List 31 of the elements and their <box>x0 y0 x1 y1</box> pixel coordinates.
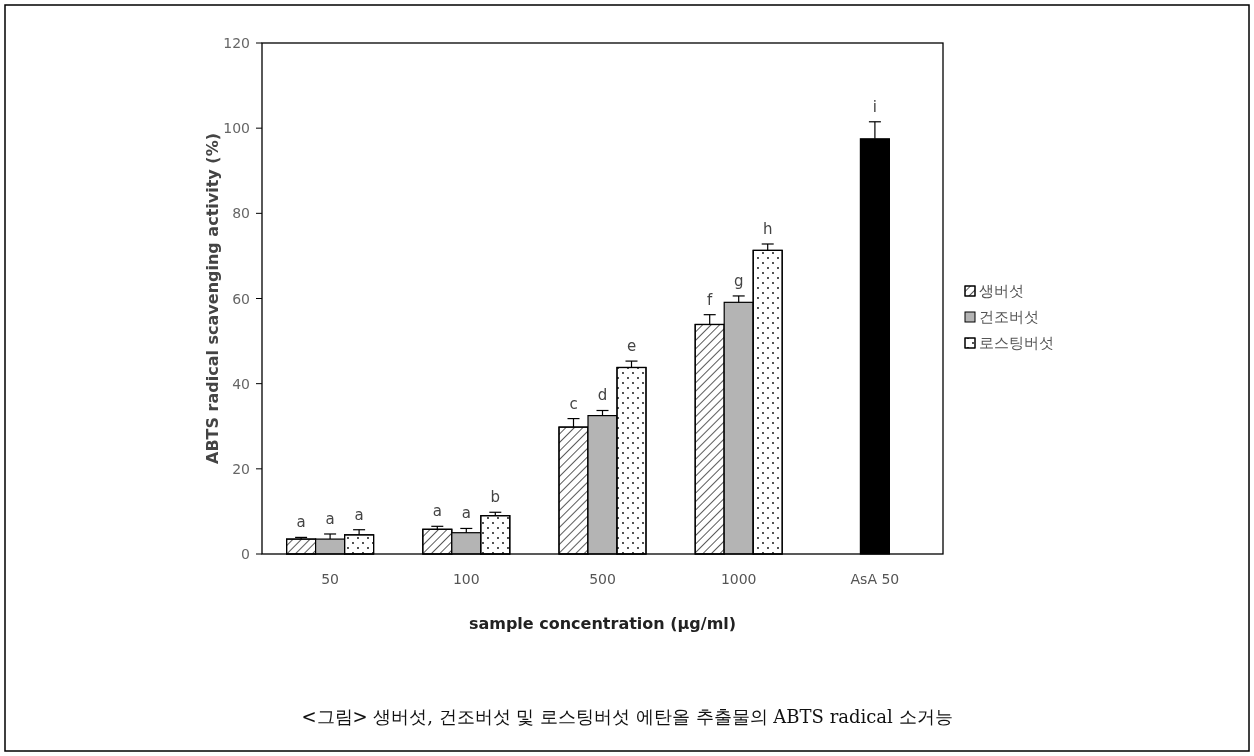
y-tick-label: 0 <box>241 546 250 562</box>
data-label: d <box>597 386 608 405</box>
data-label: a <box>354 505 364 524</box>
data-label: a <box>432 502 442 521</box>
data-label: a <box>461 504 471 523</box>
data-label: c <box>569 394 578 413</box>
data-label: h <box>762 219 773 238</box>
x-tick-label: 100 <box>452 571 480 587</box>
data-label: i <box>872 97 877 116</box>
data-label: f <box>707 290 714 309</box>
data-label: g <box>733 271 744 290</box>
data-label: b <box>490 488 501 507</box>
x-axis-title: sample concentration (μg/ml) <box>468 614 737 633</box>
x-tick-label: 500 <box>589 571 616 587</box>
x-tick-label: AsA 50 <box>850 571 900 587</box>
data-label: a <box>296 513 306 532</box>
y-axis-title: ABTS radical scavenging activity (%) <box>203 132 222 465</box>
data-label: a <box>325 509 335 528</box>
x-tick-label: 50 <box>321 571 340 587</box>
y-tick-label: 80 <box>232 205 250 222</box>
text: <그림> 생버섯, 건조버섯 및 로스팅버섯 에탄올 추출물의 ABTS radical 소거능 <box>301 706 953 727</box>
legend-label: 건조버섯 <box>979 308 1039 326</box>
legend-label: 생버섯 <box>979 282 1024 300</box>
y-tick-label: 60 <box>232 290 250 307</box>
y-tick-label: 20 <box>232 460 250 477</box>
data-label: e <box>626 337 637 356</box>
y-tick-label: 40 <box>232 375 250 392</box>
legend-label: 로스팅버섯 <box>979 334 1054 352</box>
y-tick-label: 100 <box>223 120 250 137</box>
y-tick-label: 120 <box>223 35 250 51</box>
x-tick-label: 1000 <box>720 571 757 587</box>
